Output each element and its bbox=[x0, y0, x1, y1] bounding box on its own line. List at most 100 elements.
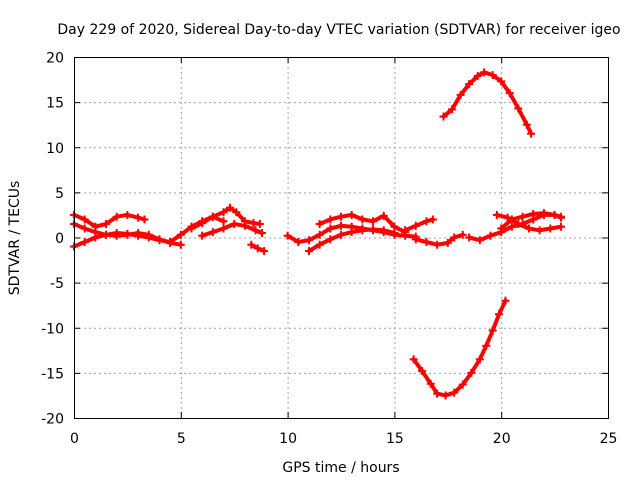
data-point bbox=[418, 367, 427, 376]
data-point bbox=[337, 221, 345, 230]
data-point bbox=[426, 379, 435, 388]
y-tick-label: -15 bbox=[41, 366, 64, 382]
data-point bbox=[80, 238, 89, 247]
data-point bbox=[448, 105, 457, 114]
data-point bbox=[486, 231, 495, 240]
data-point bbox=[473, 71, 482, 80]
data-point bbox=[441, 391, 450, 400]
x-axis-label: GPS time / hours bbox=[282, 460, 399, 476]
data-point bbox=[91, 228, 100, 237]
data-point bbox=[247, 240, 256, 249]
data-point bbox=[208, 228, 217, 237]
data-point bbox=[315, 219, 324, 228]
data-point bbox=[232, 208, 241, 217]
data-point bbox=[557, 212, 566, 221]
data-point bbox=[503, 213, 512, 222]
data-point bbox=[219, 208, 228, 217]
data-point bbox=[475, 355, 484, 364]
data-point bbox=[102, 230, 111, 239]
data-point bbox=[208, 212, 217, 221]
data-point bbox=[480, 68, 489, 77]
data-point bbox=[337, 230, 345, 239]
data-point bbox=[80, 224, 89, 233]
data-point bbox=[458, 380, 467, 389]
data-point bbox=[358, 226, 367, 235]
data-point bbox=[411, 221, 420, 230]
series-track-j bbox=[401, 215, 437, 235]
data-point bbox=[176, 240, 185, 249]
data-point bbox=[123, 210, 132, 219]
data-point bbox=[255, 219, 264, 228]
y-tick-label: 10 bbox=[46, 141, 64, 157]
data-point bbox=[251, 226, 260, 235]
data-point bbox=[176, 230, 185, 239]
y-tick-labels: -20 -15 -10 -5 0 5 10 15 20 bbox=[41, 51, 64, 428]
data-point bbox=[411, 235, 420, 244]
data-point bbox=[422, 238, 431, 247]
series-line bbox=[441, 70, 534, 136]
data-point bbox=[522, 120, 531, 129]
data-point bbox=[465, 80, 474, 89]
data-point bbox=[283, 231, 292, 240]
data-point bbox=[518, 212, 527, 221]
data-point bbox=[497, 224, 506, 233]
series-track-f bbox=[247, 240, 269, 256]
y-tick-label: -20 bbox=[41, 412, 64, 428]
x-tick-label: 15 bbox=[386, 431, 404, 447]
data-point bbox=[358, 215, 367, 224]
data-point bbox=[80, 215, 89, 224]
data-point bbox=[102, 219, 111, 228]
data-point bbox=[260, 247, 269, 256]
data-point bbox=[550, 210, 559, 219]
data-point bbox=[304, 236, 313, 245]
data-point bbox=[166, 238, 175, 247]
x-tick-label: 25 bbox=[600, 431, 618, 447]
y-axis-label: SDTVAR / TECUs bbox=[7, 181, 23, 296]
data-point bbox=[347, 228, 356, 237]
data-point bbox=[379, 211, 388, 220]
data-point bbox=[187, 224, 196, 233]
data-point bbox=[140, 215, 149, 224]
x-tick-label: 0 bbox=[70, 431, 79, 447]
data-point bbox=[326, 215, 335, 224]
series-track-o bbox=[439, 68, 536, 138]
data-point bbox=[390, 222, 399, 231]
data-point bbox=[304, 247, 313, 256]
data-point bbox=[450, 388, 459, 397]
data-point bbox=[230, 219, 239, 228]
y-tick-label: 5 bbox=[55, 186, 64, 202]
chart-title: Day 229 of 2020, Sidereal Day-to-day VTE… bbox=[57, 22, 620, 38]
data-point bbox=[458, 230, 467, 239]
data-point bbox=[134, 213, 143, 222]
data-point bbox=[524, 224, 533, 233]
y-tick-label: -10 bbox=[41, 321, 64, 337]
series-track-p bbox=[409, 296, 510, 400]
data-point bbox=[134, 228, 143, 237]
data-point bbox=[219, 217, 228, 226]
data-point bbox=[527, 129, 536, 138]
y-tick-label: 20 bbox=[46, 51, 64, 67]
series-track-n bbox=[492, 210, 566, 235]
data-point bbox=[495, 310, 504, 319]
series-layer bbox=[70, 68, 566, 400]
data-point bbox=[505, 89, 514, 98]
series-line bbox=[411, 298, 508, 398]
data-point bbox=[433, 240, 442, 249]
x-tick-labels: 0 5 10 15 20 25 bbox=[70, 431, 617, 447]
data-point bbox=[347, 210, 356, 219]
data-point bbox=[198, 219, 207, 228]
data-point bbox=[422, 217, 431, 226]
data-point bbox=[198, 231, 207, 240]
data-point bbox=[488, 71, 497, 80]
data-point bbox=[539, 209, 548, 218]
data-point bbox=[465, 233, 474, 242]
y-tick-label: -5 bbox=[50, 276, 64, 292]
data-point bbox=[467, 368, 476, 377]
data-point bbox=[240, 221, 249, 230]
data-point bbox=[379, 226, 388, 235]
data-point bbox=[450, 233, 459, 242]
x-tick-label: 5 bbox=[177, 431, 186, 447]
data-point bbox=[219, 224, 228, 233]
data-point bbox=[514, 219, 523, 228]
data-point bbox=[401, 226, 410, 235]
